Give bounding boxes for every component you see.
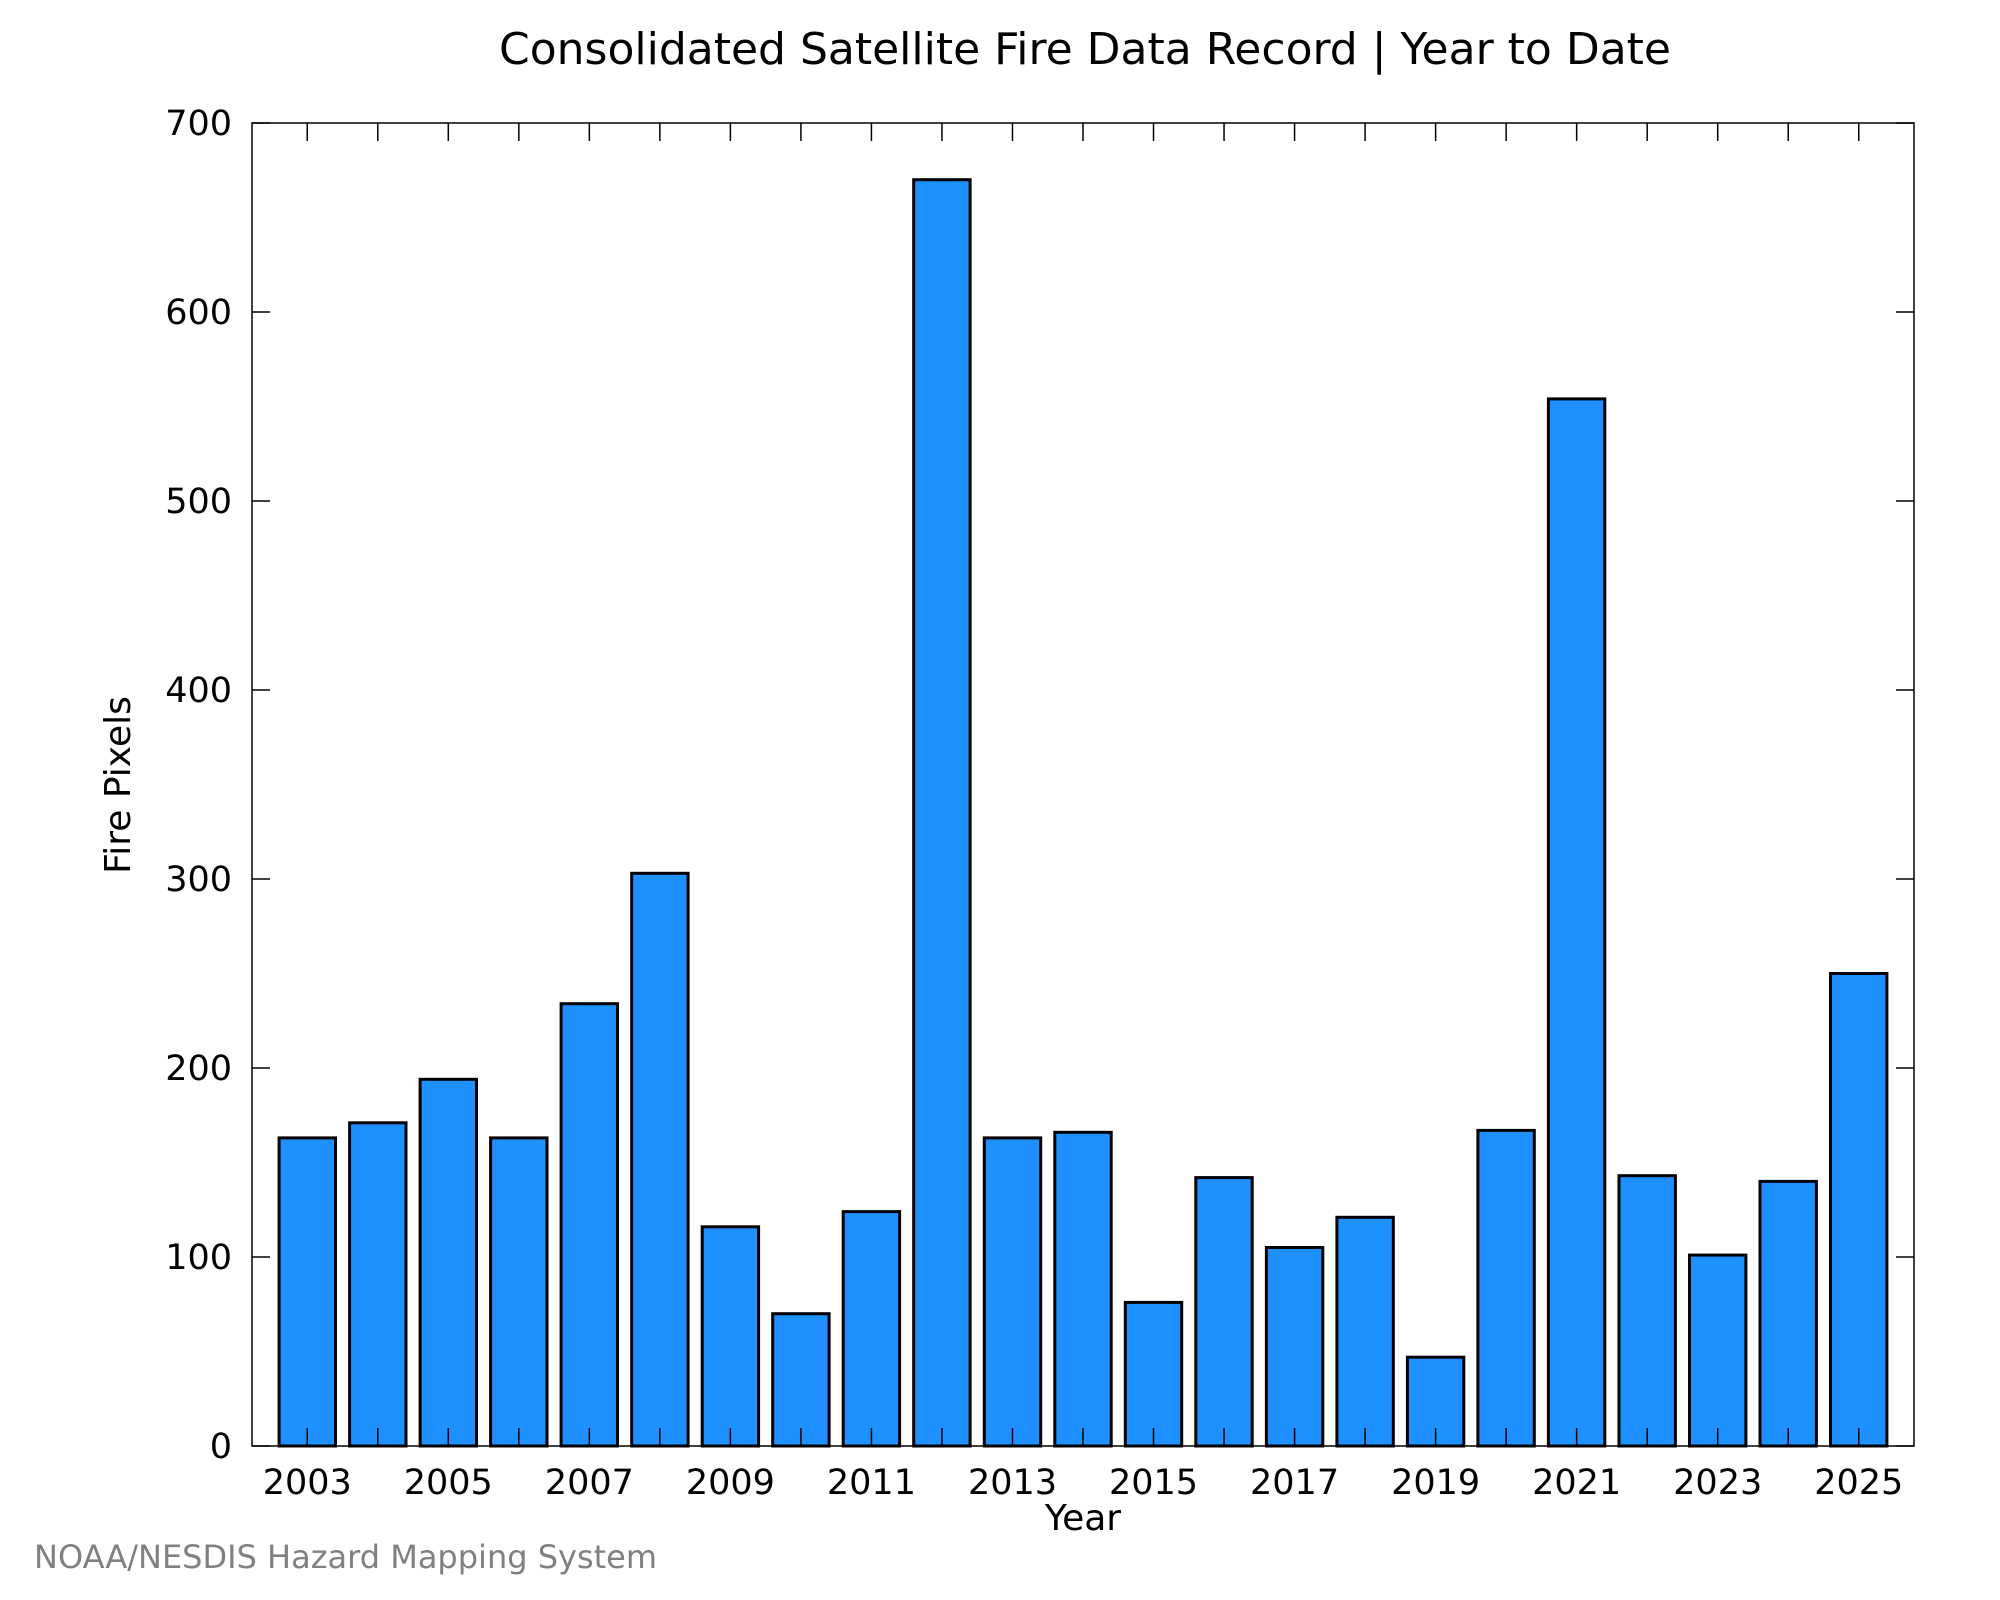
y-axis-ticks: 0 100 200 300 400 500 600 700 bbox=[165, 104, 1914, 1467]
bar-2012 bbox=[912, 178, 972, 1448]
x-tick-label-2015: 2015 bbox=[1109, 1463, 1198, 1503]
y-tick-label-500: 500 bbox=[165, 482, 232, 522]
y-axis-label: Fire Pixels bbox=[98, 696, 139, 874]
x-tick-label-2023: 2023 bbox=[1673, 1463, 1762, 1503]
y-tick-label-300: 300 bbox=[165, 860, 232, 900]
bar-2021 bbox=[1546, 397, 1607, 1448]
bar-2020 bbox=[1476, 1128, 1536, 1448]
y-tick-label-700: 700 bbox=[165, 104, 232, 144]
bar-2010 bbox=[771, 1312, 831, 1448]
x-tick-label-2013: 2013 bbox=[968, 1463, 1057, 1503]
bar-2014 bbox=[1053, 1130, 1113, 1448]
bar-2024 bbox=[1758, 1179, 1818, 1448]
y-tick-label-600: 600 bbox=[165, 293, 232, 333]
bar-2004 bbox=[348, 1121, 408, 1448]
x-tick-label-2019: 2019 bbox=[1391, 1463, 1480, 1503]
bar-2017 bbox=[1264, 1246, 1325, 1448]
bars-group bbox=[277, 178, 1889, 1448]
bar-2015 bbox=[1123, 1300, 1184, 1448]
bar-2023 bbox=[1688, 1253, 1748, 1448]
y-tick-label-200: 200 bbox=[165, 1049, 232, 1089]
y-tick-label-400: 400 bbox=[165, 671, 232, 711]
bar-2005 bbox=[418, 1077, 479, 1448]
bar-2013 bbox=[982, 1136, 1043, 1448]
x-tick-label-2017: 2017 bbox=[1250, 1463, 1339, 1503]
x-tick-label-2009: 2009 bbox=[686, 1463, 775, 1503]
y-tick-label-100: 100 bbox=[165, 1238, 232, 1278]
x-tick-label-2005: 2005 bbox=[404, 1463, 493, 1503]
bar-2003 bbox=[277, 1136, 338, 1448]
x-tick-label-2003: 2003 bbox=[263, 1463, 352, 1503]
bar-2009 bbox=[700, 1225, 761, 1448]
bar-2006 bbox=[489, 1136, 549, 1448]
bar-2025 bbox=[1829, 972, 1889, 1448]
x-tick-label-2007: 2007 bbox=[545, 1463, 634, 1503]
bar-2022 bbox=[1617, 1174, 1677, 1448]
x-tick-label-2021: 2021 bbox=[1532, 1463, 1621, 1503]
bar-2016 bbox=[1194, 1176, 1254, 1448]
bar-2018 bbox=[1335, 1215, 1395, 1448]
x-axis-label: Year bbox=[1044, 1498, 1121, 1539]
x-tick-label-2011: 2011 bbox=[827, 1463, 916, 1503]
x-axis-ticks: 2003 2005 2007 2009 2011 2013 2015 2017 2019 2021… bbox=[263, 123, 1903, 1503]
bar-2007 bbox=[559, 1002, 619, 1448]
y-tick-label-0: 0 bbox=[210, 1427, 232, 1467]
chart-title: Consolidated Satellite Fire Data Record … bbox=[499, 24, 1671, 75]
bar-2011 bbox=[841, 1210, 902, 1448]
source-credit: NOAA/NESDIS Hazard Mapping System bbox=[34, 1538, 658, 1576]
bar-2008 bbox=[630, 871, 690, 1448]
x-tick-label-2025: 2025 bbox=[1814, 1463, 1903, 1503]
